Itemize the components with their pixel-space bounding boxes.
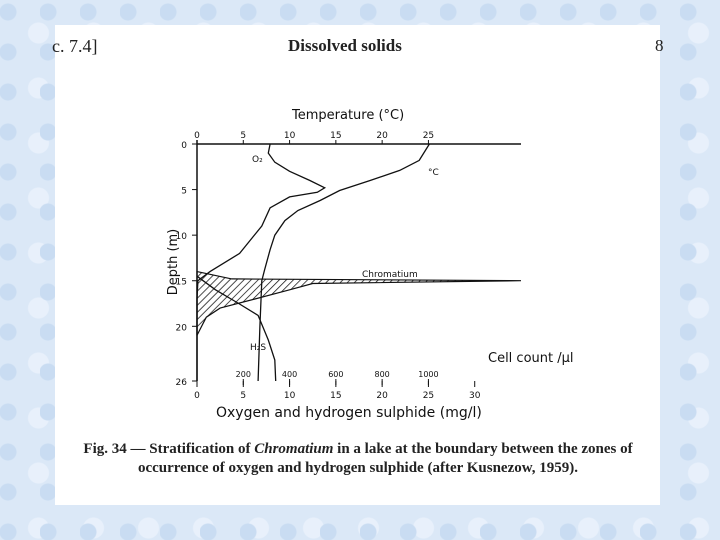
y-tick-label: 0 bbox=[181, 141, 187, 151]
series-label: H₂S bbox=[250, 343, 266, 353]
series-label: °C bbox=[428, 168, 439, 178]
page-number: 8 bbox=[655, 36, 664, 55]
bottom-tick-label: 5 bbox=[240, 391, 246, 401]
top-tick-label: 15 bbox=[330, 131, 341, 141]
y-tick-label: 10 bbox=[176, 232, 188, 242]
series-label: Chromatium bbox=[362, 270, 418, 280]
bottom-tick-label: 15 bbox=[330, 391, 341, 401]
caption-italic: Chromatium bbox=[254, 441, 334, 457]
y-axis-label: Depth (m) bbox=[166, 229, 181, 296]
cell-tick-label: 600 bbox=[328, 370, 343, 379]
bottom-axis-label: Oxygen and hydrogen sulphide (mg/l) bbox=[216, 405, 482, 421]
profile-line bbox=[257, 143, 430, 382]
bottom-tick-label: 30 bbox=[469, 391, 481, 401]
top-tick-label: 10 bbox=[284, 131, 296, 141]
cell-tick-label: 200 bbox=[236, 370, 251, 379]
caption: Fig. 34 — Stratification of Chromatium i… bbox=[68, 440, 648, 478]
top-tick-label: 25 bbox=[423, 131, 434, 141]
caption-text: Fig. 34 — Stratification of bbox=[83, 441, 255, 457]
section: c. 7.4] bbox=[52, 36, 98, 56]
cell-tick-label: 400 bbox=[282, 370, 297, 379]
cell-tick-label: 800 bbox=[375, 370, 390, 379]
top-axis-label: Temperature (°C) bbox=[291, 108, 404, 123]
page bbox=[55, 25, 660, 505]
cell-axis-label: Cell count /μl bbox=[488, 351, 574, 366]
bottom-tick-label: 25 bbox=[423, 391, 434, 401]
top-tick-label: 0 bbox=[194, 131, 200, 141]
y-tick-label: 20 bbox=[176, 323, 188, 333]
bottom-tick-label: 0 bbox=[194, 391, 200, 401]
bottom-tick-label: 10 bbox=[284, 391, 296, 401]
cell-area bbox=[196, 270, 522, 336]
header-title: Dissolved solids bbox=[288, 36, 402, 55]
y-tick-label: 15 bbox=[176, 278, 187, 288]
y-tick-label: 5 bbox=[181, 187, 187, 197]
bottom-tick-label: 20 bbox=[376, 391, 388, 401]
caption-text: in a lake at the boundary between the zo… bbox=[137, 441, 633, 476]
top-tick-label: 20 bbox=[376, 131, 388, 141]
y-tick-label: 26 bbox=[176, 378, 188, 388]
series-label: O₂ bbox=[252, 155, 263, 165]
top-tick-label: 5 bbox=[240, 131, 246, 141]
cell-tick-label: 1000 bbox=[418, 370, 438, 379]
